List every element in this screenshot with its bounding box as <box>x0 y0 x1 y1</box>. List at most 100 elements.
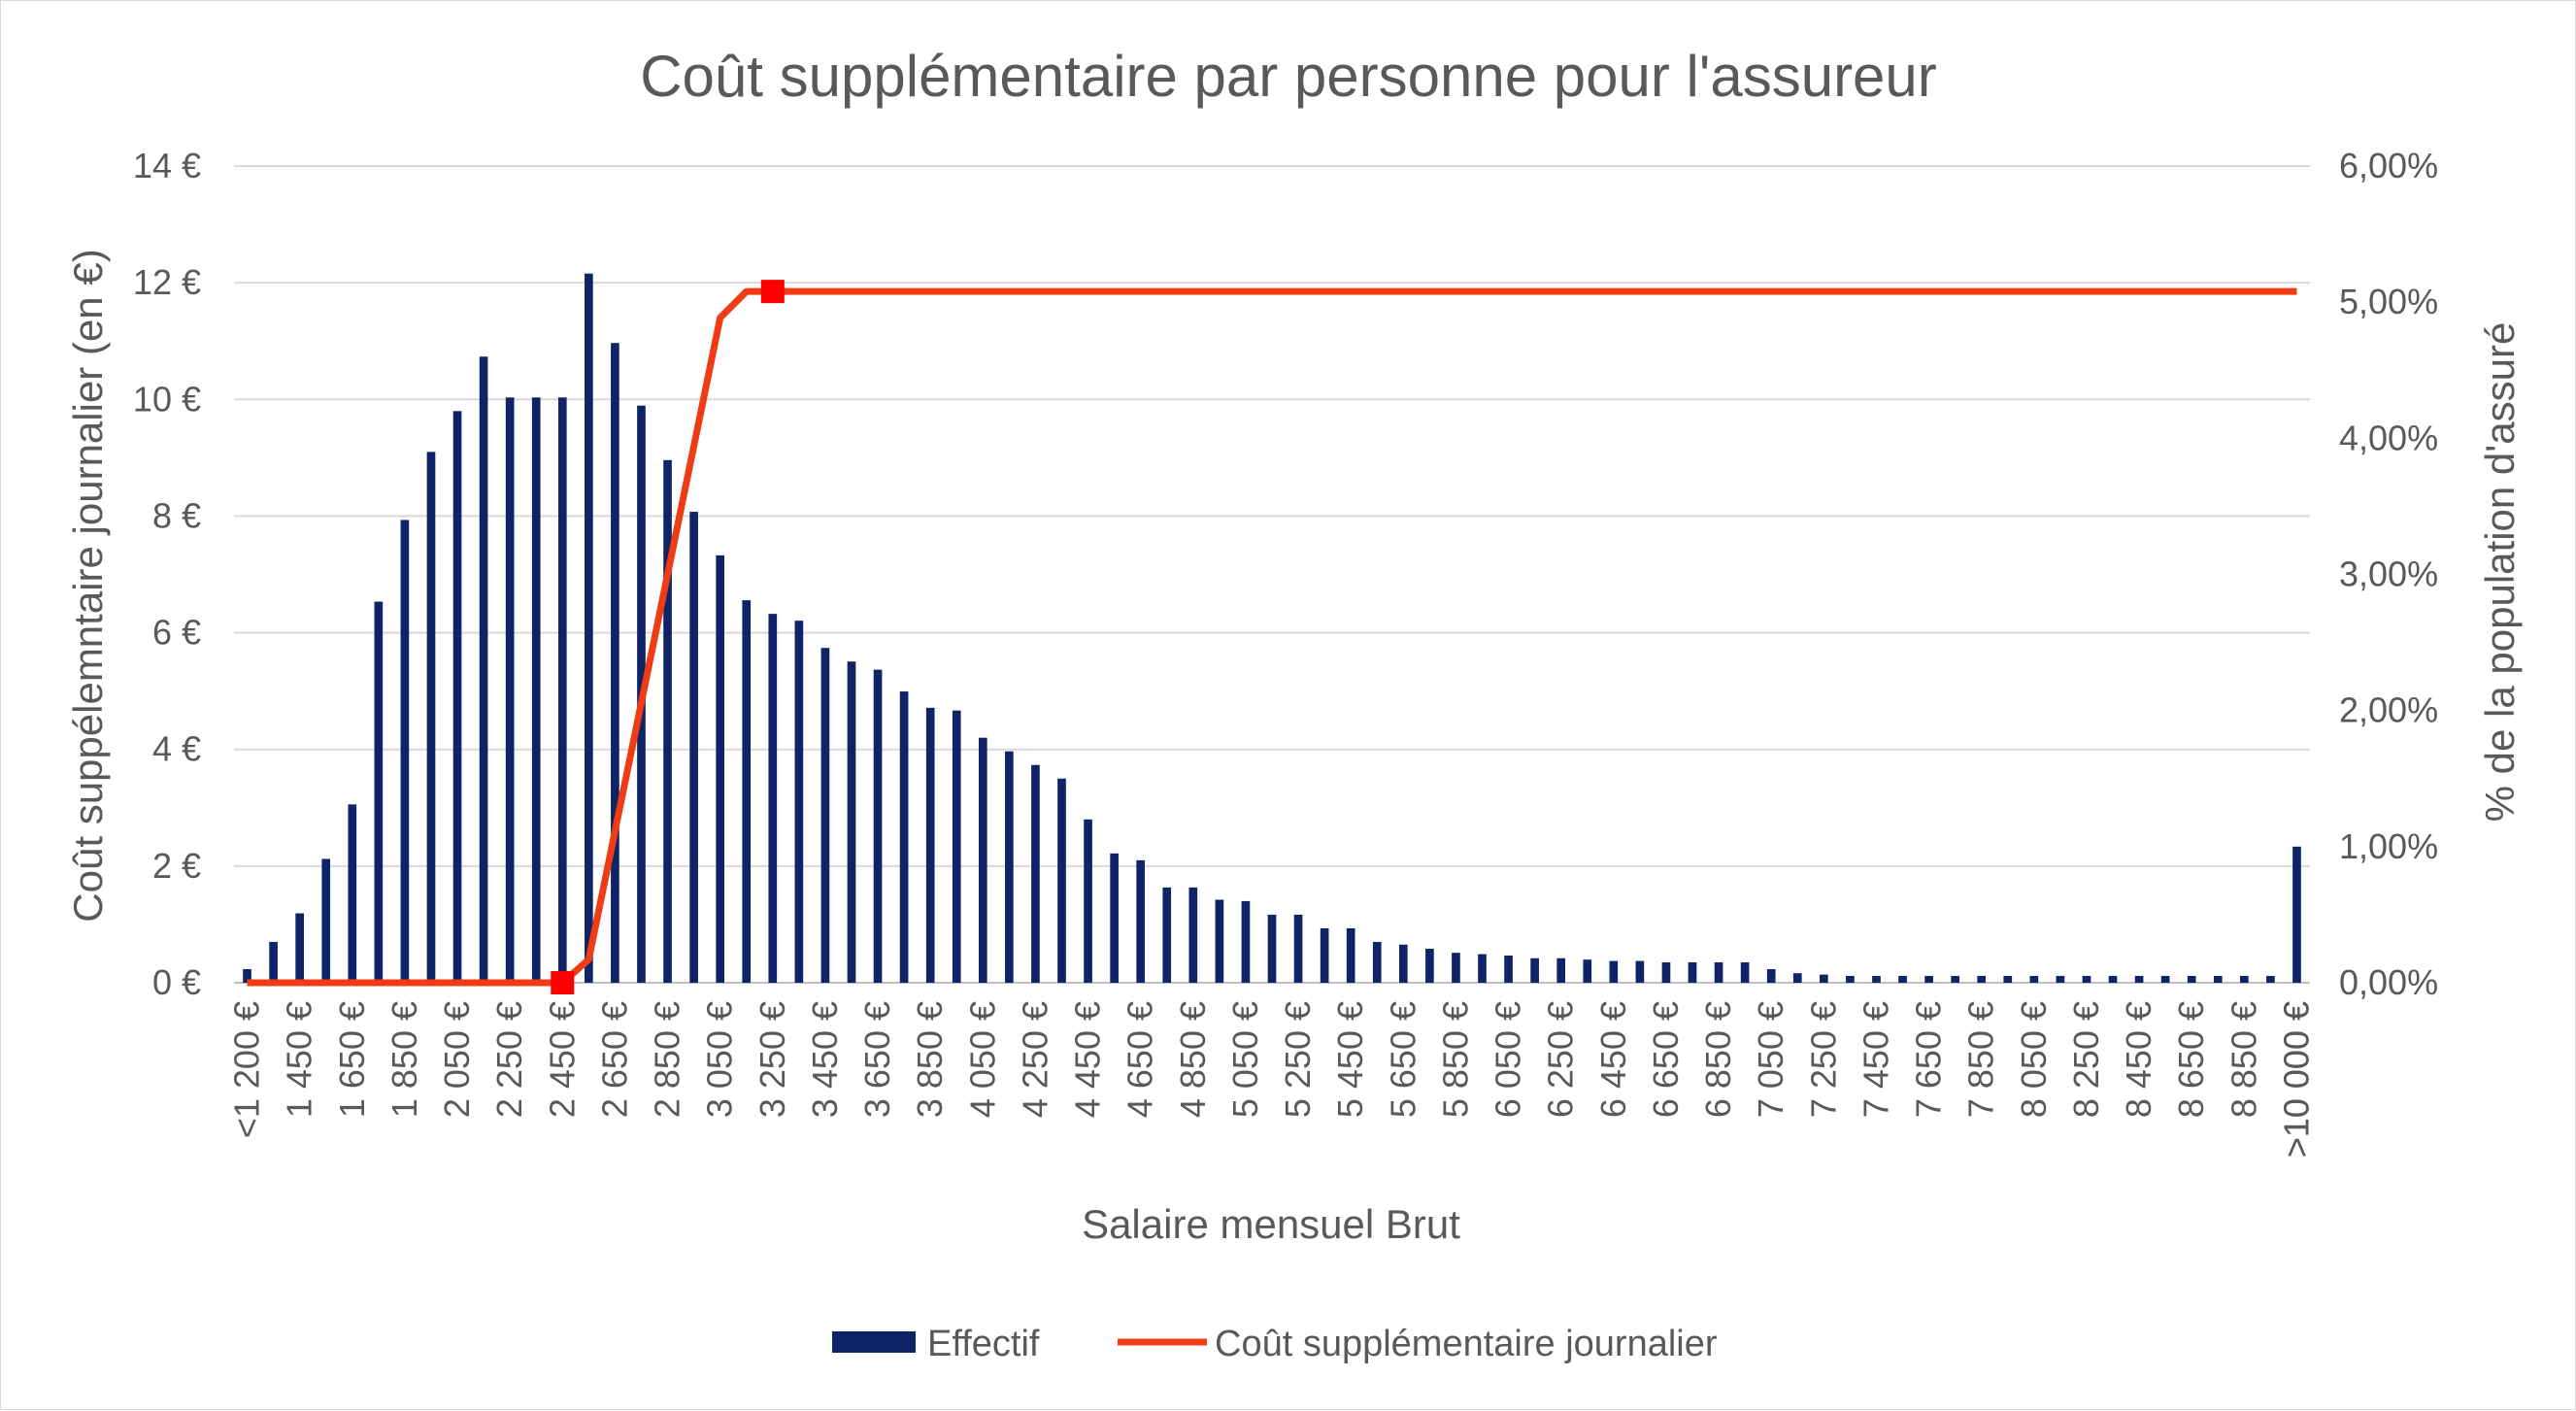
bar <box>1215 899 1224 983</box>
bar <box>1057 778 1066 983</box>
y-right-tick-label: 1,00% <box>2339 826 2438 866</box>
x-tick-label: 3 850 € <box>910 1001 950 1118</box>
bar <box>2029 975 2039 983</box>
bar <box>374 601 384 983</box>
bar <box>689 512 698 983</box>
x-tick-label: 1 850 € <box>385 1001 424 1118</box>
bar <box>2134 975 2144 983</box>
x-tick-label: 6 250 € <box>1541 1001 1581 1118</box>
y-left-tick-label: 8 € <box>152 495 201 535</box>
bar <box>585 273 593 983</box>
x-tick-label: 8 050 € <box>2014 1001 2054 1118</box>
bar <box>400 520 410 983</box>
x-tick-label: 7 450 € <box>1856 1001 1895 1118</box>
bar <box>1740 961 1750 983</box>
gridlines <box>234 165 2310 984</box>
x-tick-label: 6 050 € <box>1489 1001 1528 1118</box>
x-tick-label: 2 050 € <box>437 1001 477 1118</box>
bar <box>479 356 488 983</box>
bar <box>1398 944 1408 983</box>
y-left-tick-label: 2 € <box>152 846 201 886</box>
bar <box>1267 914 1277 983</box>
x-tick-label: 4 250 € <box>1015 1001 1054 1118</box>
bar <box>1924 975 1933 983</box>
x-tick-label: 6 650 € <box>1646 1001 1686 1118</box>
x-tick-label: 5 850 € <box>1435 1001 1475 1118</box>
bar <box>742 600 752 983</box>
legend: Effectif Coût supplémentaire journalier <box>832 1324 1718 1364</box>
bar <box>1898 975 1907 983</box>
bar <box>295 913 304 983</box>
right-axis-ticks: 0,00% 1,00% 2,00% 3,00% 4,00% 5,00% 6,00% <box>2339 146 2438 1002</box>
bar <box>1556 957 1566 983</box>
bar <box>952 710 961 983</box>
bar <box>1293 914 1303 983</box>
bar <box>2187 975 2196 983</box>
x-tick-label: 2 850 € <box>648 1001 687 1118</box>
y-left-tick-label: 12 € <box>133 262 201 302</box>
x-tick-label: 5 050 € <box>1225 1001 1265 1118</box>
x-tick-label: 3 650 € <box>857 1001 897 1118</box>
bar <box>1478 954 1487 983</box>
bar <box>1530 957 1539 983</box>
y-right-tick-label: 4,00% <box>2339 418 2438 457</box>
bar <box>1188 887 1198 983</box>
bar <box>663 459 672 983</box>
left-axis-ticks: 0 € 2 € 4 € 6 € 8 € 10 € 12 € 14 € <box>133 146 201 1002</box>
bar <box>1609 960 1619 983</box>
x-tick-label: 7 650 € <box>1909 1001 1949 1118</box>
bar <box>1846 975 1855 983</box>
y-left-tick-label: 6 € <box>152 613 201 653</box>
x-tick-label: 8 650 € <box>2171 1001 2211 1118</box>
bar <box>1425 948 1434 983</box>
bar <box>978 737 987 983</box>
bar <box>1452 953 1460 983</box>
x-tick-label: 5 450 € <box>1330 1001 1370 1118</box>
x-tick-label: 1 650 € <box>332 1001 372 1118</box>
bar <box>2108 975 2118 983</box>
bar <box>2003 975 2013 983</box>
y-left-tick-label: 10 € <box>133 379 201 419</box>
bar <box>611 343 619 983</box>
bar <box>794 621 804 983</box>
bar <box>1714 961 1723 983</box>
x-tick-label: >10 000 € <box>2276 1001 2316 1158</box>
x-tick-label: <1 200 € <box>227 1001 267 1138</box>
bar <box>1372 941 1382 983</box>
x-tick-label: 8 850 € <box>2224 1001 2263 1118</box>
x-tick-label: 4 850 € <box>1173 1001 1213 1118</box>
bar <box>426 452 436 984</box>
x-axis-ticks: <1 200 € 1 450 € 1 650 € 1 850 € 2 050 € 2 25… <box>227 1001 2317 1158</box>
bar <box>1792 973 1802 983</box>
bar <box>1661 961 1671 983</box>
line-marker <box>760 280 785 304</box>
x-tick-label: 6 450 € <box>1593 1001 1633 1118</box>
legend-label-cout: Coût supplémentaire journalier <box>1215 1324 1718 1364</box>
bar <box>1162 887 1172 983</box>
y-axis-left-title: Coût suppélemntaire journalier (en €) <box>65 249 111 922</box>
x-tick-label: 2 650 € <box>594 1001 634 1118</box>
x-tick-label: 6 850 € <box>1698 1001 1738 1118</box>
bar <box>1951 975 1959 983</box>
bar <box>1031 764 1040 983</box>
bar <box>1766 968 1776 983</box>
x-tick-label: 7 050 € <box>1751 1001 1790 1118</box>
bar <box>2160 975 2170 983</box>
bar <box>321 858 331 983</box>
y-right-tick-label: 3,00% <box>2339 554 2438 594</box>
bar <box>557 397 567 983</box>
bar <box>1504 955 1513 983</box>
bar <box>925 707 935 983</box>
bar <box>1583 959 1592 983</box>
bar <box>873 669 883 983</box>
bar <box>2082 975 2091 983</box>
x-tick-label: 8 450 € <box>2119 1001 2158 1118</box>
bar <box>2292 846 2301 983</box>
bar <box>348 804 357 983</box>
x-tick-label: 5 250 € <box>1278 1001 1318 1118</box>
bar <box>243 968 251 983</box>
x-axis-title: Salaire mensuel Brut <box>1082 1201 1460 1247</box>
x-tick-label: >10 000 € <box>2276 1001 2316 1158</box>
bar <box>1084 819 1092 983</box>
